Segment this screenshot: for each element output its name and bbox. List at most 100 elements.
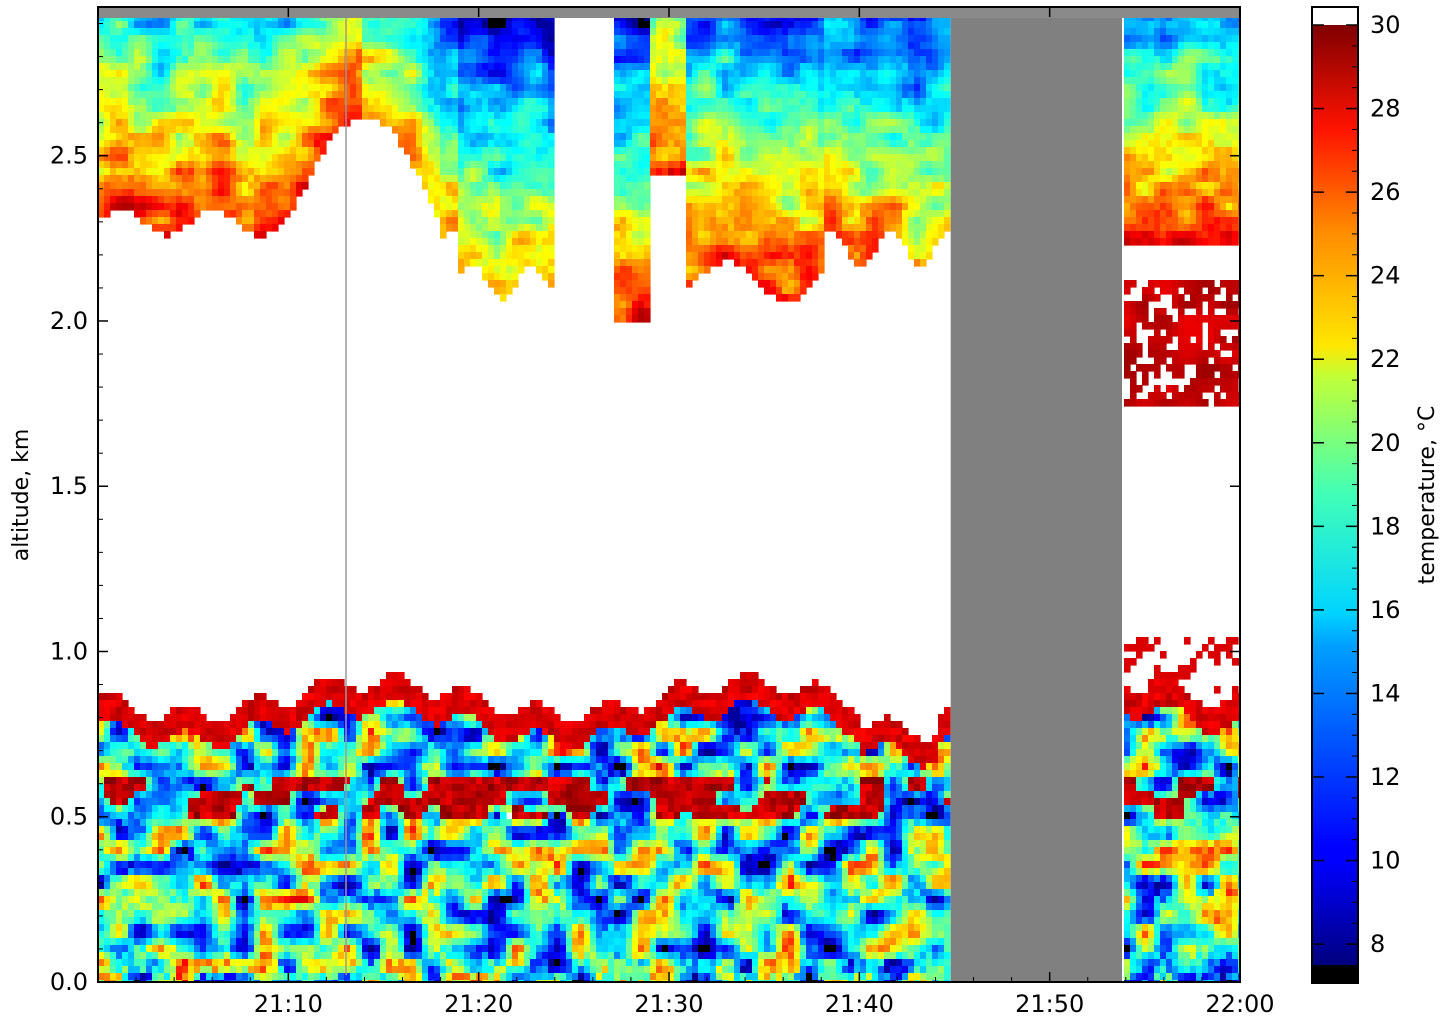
heatmap-cell xyxy=(188,112,195,120)
heatmap-cell xyxy=(482,700,489,708)
heatmap-cell xyxy=(260,728,267,736)
heatmap-cell xyxy=(416,882,423,890)
heatmap-cell xyxy=(332,952,339,960)
heatmap-cell xyxy=(446,931,453,939)
heatmap-cell xyxy=(464,931,471,939)
heatmap-cell xyxy=(440,182,447,190)
heatmap-cell xyxy=(416,707,423,715)
heatmap-cell xyxy=(446,35,453,43)
heatmap-cell xyxy=(332,679,339,687)
heatmap-cell xyxy=(212,35,219,43)
heatmap-cell xyxy=(146,896,153,904)
heatmap-cell xyxy=(200,21,207,29)
heatmap-cell xyxy=(290,861,297,869)
heatmap-cell xyxy=(446,924,453,932)
heatmap-cell xyxy=(98,896,105,904)
heatmap-cell xyxy=(386,749,393,757)
heatmap-cell xyxy=(284,784,291,792)
heatmap-cell xyxy=(368,882,375,890)
heatmap-cell xyxy=(500,238,507,246)
heatmap-cell xyxy=(194,77,201,85)
heatmap-cell xyxy=(494,21,501,29)
heatmap-cell xyxy=(260,175,267,183)
heatmap-cell xyxy=(164,910,171,918)
heatmap-cell xyxy=(140,42,147,50)
heatmap-cell xyxy=(416,805,423,813)
heatmap-cell xyxy=(488,182,495,190)
heatmap-cell xyxy=(458,28,465,36)
heatmap-cell xyxy=(104,161,111,169)
heatmap-cell xyxy=(140,910,147,918)
heatmap-cell xyxy=(176,770,183,778)
heatmap-cell xyxy=(230,154,237,162)
heatmap-cell xyxy=(368,826,375,834)
heatmap-cell xyxy=(458,756,465,764)
heatmap-cell xyxy=(392,812,399,820)
heatmap-cell xyxy=(296,833,303,841)
heatmap-cell xyxy=(512,56,519,64)
heatmap-cell xyxy=(440,161,447,169)
heatmap-cell xyxy=(350,812,357,820)
heatmap-cell xyxy=(134,973,141,981)
heatmap-cell xyxy=(458,91,465,99)
heatmap-cell xyxy=(272,224,279,232)
heatmap-cell xyxy=(470,693,477,701)
heatmap-cell xyxy=(236,777,243,785)
heatmap-cell xyxy=(374,105,381,113)
heatmap-cell xyxy=(404,21,411,29)
heatmap-cell xyxy=(254,903,261,911)
heatmap-cell xyxy=(434,56,441,64)
heatmap-cell xyxy=(188,959,195,967)
heatmap-cell xyxy=(296,742,303,750)
heatmap-cell xyxy=(368,728,375,736)
heatmap-cell xyxy=(200,917,207,925)
heatmap-cell xyxy=(272,21,279,29)
heatmap-cell xyxy=(128,42,135,50)
heatmap-cell xyxy=(476,721,483,729)
heatmap-cell xyxy=(446,161,453,169)
heatmap-cell xyxy=(146,147,153,155)
heatmap-cell xyxy=(266,882,273,890)
heatmap-cell xyxy=(200,833,207,841)
heatmap-cell xyxy=(98,168,105,176)
heatmap-cell xyxy=(338,931,345,939)
heatmap-cell xyxy=(254,112,261,120)
heatmap-cell xyxy=(476,70,483,78)
heatmap-cell xyxy=(356,833,363,841)
heatmap-cell xyxy=(494,259,501,267)
heatmap-cell xyxy=(416,35,423,43)
heatmap-cell xyxy=(356,49,363,57)
heatmap-cell xyxy=(278,903,285,911)
heatmap-cell xyxy=(224,77,231,85)
heatmap-cell xyxy=(146,28,153,36)
heatmap-cell xyxy=(212,889,219,897)
heatmap-cell xyxy=(296,63,303,71)
heatmap-cell xyxy=(416,735,423,743)
heatmap-cell xyxy=(350,700,357,708)
heatmap-cell xyxy=(326,91,333,99)
heatmap-cell xyxy=(248,56,255,64)
heatmap-cell xyxy=(242,196,249,204)
heatmap-cell xyxy=(182,973,189,981)
heatmap-cell xyxy=(452,49,459,57)
heatmap-cell xyxy=(434,931,441,939)
heatmap-cell xyxy=(242,189,249,197)
heatmap-cell xyxy=(500,28,507,36)
heatmap-cell xyxy=(176,721,183,729)
heatmap-cell xyxy=(428,896,435,904)
heatmap-cell xyxy=(446,847,453,855)
heatmap-cell xyxy=(434,42,441,50)
heatmap-cell xyxy=(446,791,453,799)
heatmap-cell xyxy=(116,805,123,813)
heatmap-cell xyxy=(188,105,195,113)
heatmap-cell xyxy=(476,49,483,57)
heatmap-cell xyxy=(290,840,297,848)
heatmap-cell xyxy=(158,91,165,99)
heatmap-cell xyxy=(368,28,375,36)
heatmap-cell xyxy=(524,182,531,190)
heatmap-cell xyxy=(170,77,177,85)
heatmap-cell xyxy=(506,210,513,218)
heatmap-cell xyxy=(362,868,369,876)
heatmap-cell xyxy=(308,84,315,92)
heatmap-cell xyxy=(224,931,231,939)
